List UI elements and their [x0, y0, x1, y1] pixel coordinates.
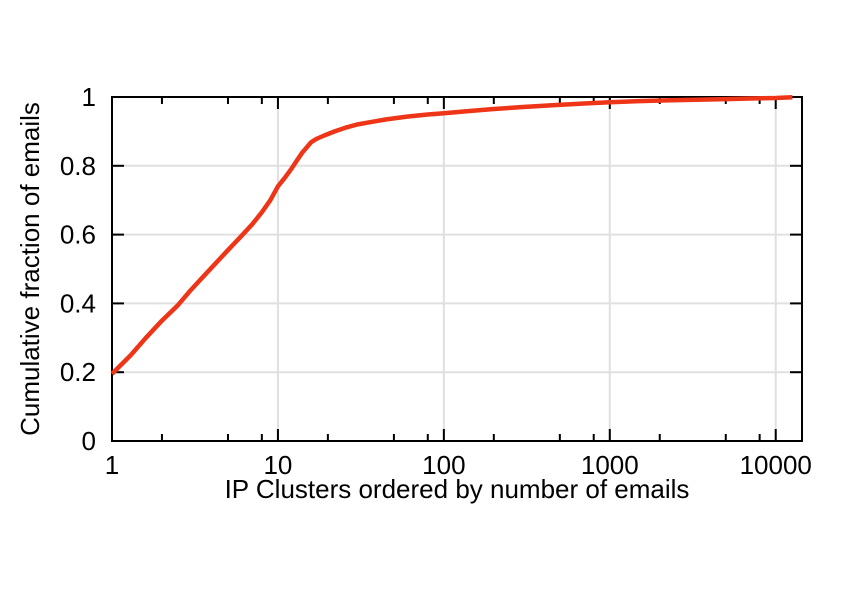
y-tick-label: 1 — [82, 82, 96, 112]
y-tick-label: 0.4 — [60, 288, 96, 318]
x-tick-label: 10 — [263, 450, 292, 480]
y-tick-label: 0.6 — [60, 220, 96, 250]
x-tick-label: 100 — [422, 450, 465, 480]
x-tick-label: 1 — [105, 450, 119, 480]
x-axis-title: IP Clusters ordered by number of emails — [224, 474, 690, 504]
y-tick-label: 0 — [82, 426, 96, 456]
y-axis-title: Cumulative fraction of emails — [15, 102, 45, 436]
y-tick-label: 0.2 — [60, 357, 96, 387]
y-tick-label: 0.8 — [60, 151, 96, 181]
plot-border — [111, 96, 803, 442]
x-tick-label: 1000 — [581, 450, 639, 480]
data-series-line — [110, 95, 793, 376]
x-tick-label: 10000 — [740, 450, 812, 480]
